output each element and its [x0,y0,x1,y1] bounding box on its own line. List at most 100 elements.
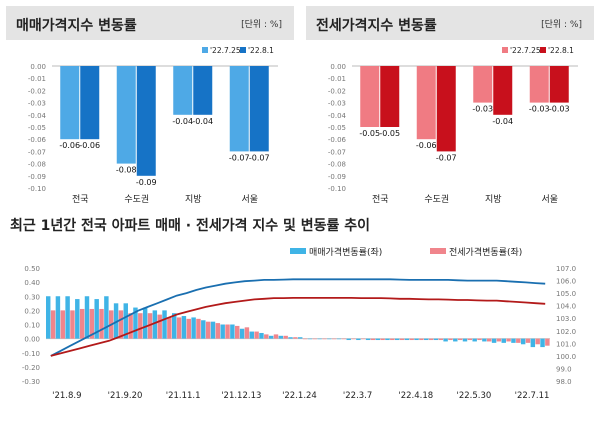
sale-bar-1-1 [136,66,156,176]
jeonse-ytick-label: -0.05 [328,124,346,132]
trend-ytick-left: 0.50 [24,265,40,273]
trend-bar-0-14 [181,316,187,339]
trend-bar-1-46 [496,338,502,342]
trend-legend-swatch-0 [290,248,306,254]
sale-bar-3-0 [229,66,249,152]
trend-bar-0-5 [94,299,99,339]
trend-ytick-left: 0.40 [24,279,40,287]
trend-bar-0-20 [239,328,245,339]
jeonse-bar-0-1 [380,66,400,127]
sale-ytick-label: -0.04 [28,112,47,120]
trend-bar-1-10 [147,313,153,339]
jeonse-bar-3-1 [549,66,569,103]
jeonse-data-label-3-1: -0.03 [549,105,570,114]
jeonse-ytick-label: -0.06 [328,136,347,144]
trend-bar-1-36 [399,338,405,341]
jeonse-data-label-1-0: -0.06 [416,141,437,150]
trend-bar-0-28 [317,338,322,340]
trend-bar-0-33 [365,338,371,341]
trend-chart-title: 최근 1년간 전국 아파트 매매 · 전세가격 지수 및 변동률 추이 [10,218,371,234]
trend-bar-0-10 [142,307,148,339]
trend-bar-1-35 [390,338,395,341]
sale-category-label-3: 서울 [241,194,258,205]
trend-bar-1-25 [293,337,298,339]
trend-bar-1-0 [50,310,56,339]
trend-bar-0-16 [201,320,206,339]
trend-bar-1-9 [138,313,143,339]
trend-bar-1-32 [361,338,366,340]
trend-bar-1-45 [487,338,492,342]
jeonse-bar-chart: '22.7.25 '22.8.1 0.00 -0.01 -0.02 -0.03 -0.04 -… [328,46,578,205]
trend-bar-1-51 [545,338,550,346]
sale-ytick-label: 0.00 [30,63,46,71]
sale-data-label-2-1: -0.04 [192,117,213,126]
trend-bar-1-34 [380,338,385,341]
sale-ytick-label: -0.05 [28,124,46,132]
trend-bar-1-3 [79,308,85,339]
sale-legend-label-1: '22.8.1 [248,46,274,55]
sale-legend-label-0: '22.7.25 [210,46,241,55]
trend-ytick-right: 98.0 [556,378,572,386]
trend-bar-1-29 [331,338,337,340]
jeonse-data-label-0-1: -0.05 [379,129,400,138]
jeonse-ytick-label: 0.00 [330,63,346,71]
trend-bar-1-41 [448,338,453,341]
jeonse-data-label-0-0: -0.05 [359,129,380,138]
trend-ytick-right: 101.0 [556,340,576,348]
trend-bar-1-47 [506,338,511,342]
trend-bar-0-46 [491,338,497,343]
trend-bar-0-19 [230,324,235,339]
sale-bar-1-0 [116,66,136,164]
trend-bar-1-44 [477,338,482,341]
trend-bar-0-41 [443,338,448,342]
trend-bar-1-12 [167,317,172,339]
trend-bar-1-11 [157,314,162,339]
trend-xtick-label-8: '22.7.11 [515,391,550,401]
trend-bar-1-17 [215,323,221,339]
trend-bar-0-48 [511,338,516,343]
jeonse-data-label-2-1: -0.04 [492,117,513,126]
trend-bar-1-40 [438,338,443,341]
trend-bar-0-2 [65,296,70,339]
jeonse-panel: 전세가격지수 변동률 [단위 : %] '22.7.25 '22.8.1 0.00 -… [306,6,594,206]
jeonse-legend-swatch-1 [540,47,546,53]
jeonse-bar-0-0 [360,66,380,127]
jeonse-ytick-label: -0.03 [328,100,346,108]
jeonse-bar-1-1 [436,66,456,152]
trend-bar-0-35 [385,338,390,341]
sale-data-label-3-1: -0.07 [249,153,270,162]
trend-bar-0-30 [336,338,342,340]
jeonse-ytick-label: -0.01 [328,75,346,83]
trend-bar-0-24 [278,335,284,339]
trend-ytick-left: -0.20 [22,364,40,372]
trend-bar-1-8 [128,313,133,339]
jeonse-category-label-0: 전국 [372,194,389,205]
sale-bar-0-1 [80,66,100,140]
sale-ytick-label: -0.09 [28,173,46,181]
trend-ytick-right: 99.0 [556,365,572,373]
trend-bar-1-18 [225,324,230,339]
sale-data-label-1-1: -0.09 [136,178,157,187]
sale-panel: 매매가격지수 변동률 [단위 : %] '22.7.25 '22.8.1 0.00 -… [6,6,294,206]
trend-bar-1-16 [205,321,211,339]
trend-bar-0-18 [220,324,225,339]
sale-legend-swatch-0 [202,47,208,53]
sale-ytick-label: -0.10 [28,185,46,193]
trend-bar-1-15 [196,318,201,339]
trend-bar-0-36 [394,338,400,341]
sale-ytick-label: -0.07 [28,148,46,156]
sale-ytick-label: -0.01 [28,75,46,83]
sale-bar-0-0 [60,66,80,140]
trend-xtick-label-5: '22.3.7 [343,391,372,401]
trend-bar-1-49 [525,338,531,343]
jeonse-legend-label-1: '22.8.1 [548,46,574,55]
sale-category-label-1: 수도권 [124,193,149,205]
trend-bar-0-29 [327,338,332,340]
jeonse-chart-title: 전세가격지수 변동률 [316,18,437,34]
sale-ytick-label: -0.06 [28,136,47,144]
trend-xtick-label-7: '22.5.30 [457,391,492,401]
trend-combo-chart: 매매가격변동률(좌) 전세가격변동률(좌) 0.50 0.40 0.30 0.20 0.10… [22,246,576,401]
jeonse-category-label-1: 수도권 [424,193,449,205]
trend-bar-1-23 [273,334,279,339]
trend-bar-1-50 [535,338,540,345]
